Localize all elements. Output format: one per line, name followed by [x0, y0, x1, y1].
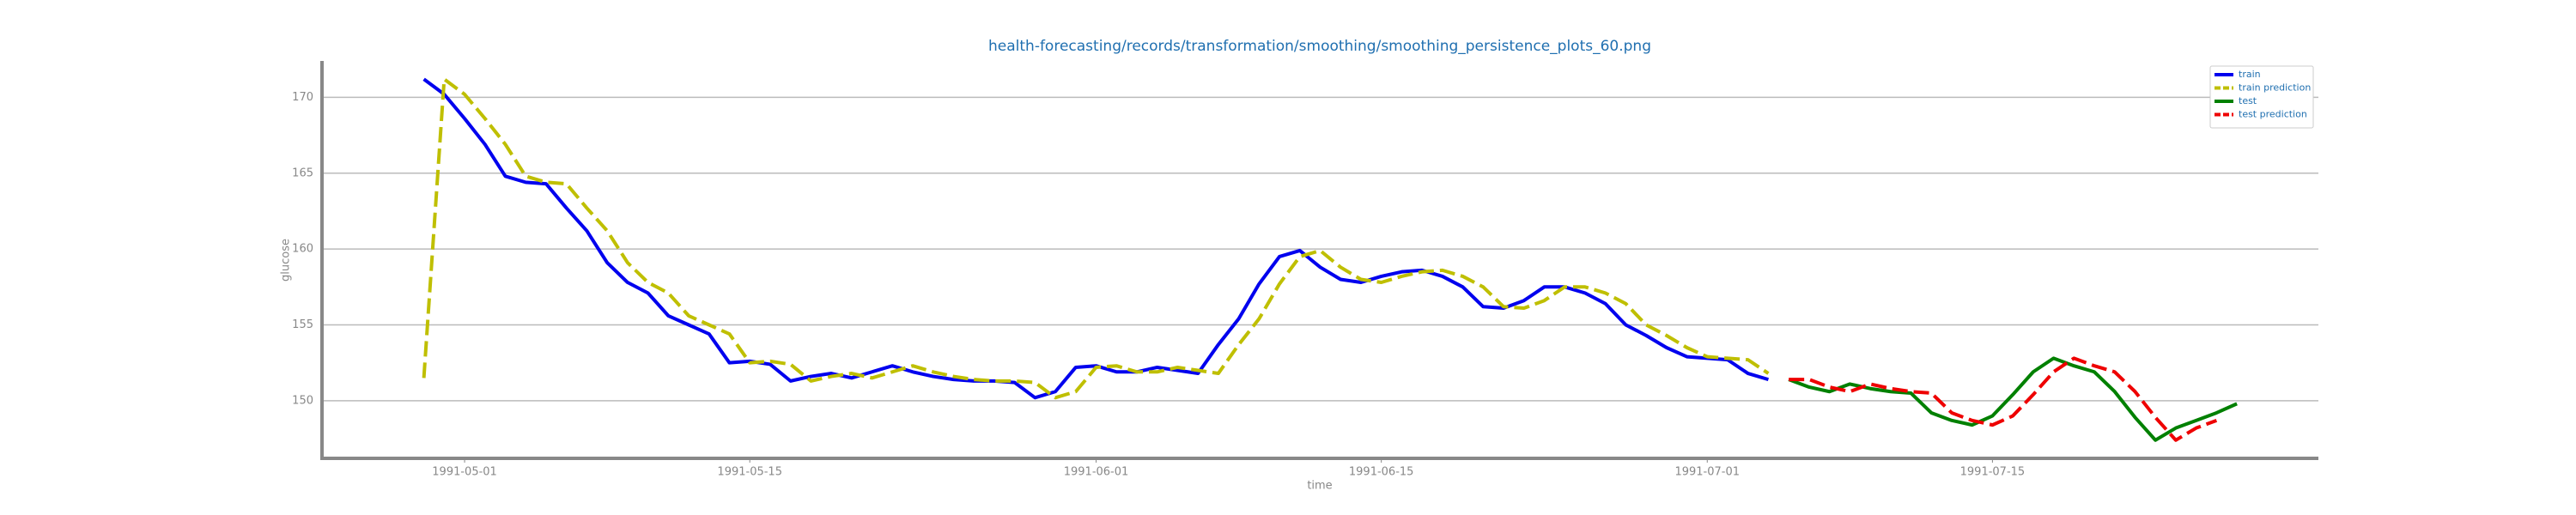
y-tick-label: 155	[292, 318, 313, 331]
series-line	[1789, 356, 2218, 442]
legend-label: train prediction	[2239, 82, 2311, 94]
y-axis-label: glucose	[280, 239, 293, 282]
legend-label: test prediction	[2239, 109, 2307, 120]
y-tick-label: 160	[292, 243, 313, 256]
x-tick-label: 1991-07-15	[1960, 466, 2026, 479]
series-line	[1788, 356, 2238, 442]
x-tick-label: 1991-07-01	[1674, 466, 1740, 479]
y-tick-label: 165	[292, 167, 313, 179]
legend-box	[2209, 65, 2314, 129]
legend-label: test	[2239, 95, 2257, 106]
x-axis-label: time	[1307, 480, 1332, 493]
x-tick-label: 1991-05-15	[717, 466, 782, 479]
series-line	[422, 77, 1770, 400]
x-tick-label: 1991-06-01	[1064, 466, 1129, 479]
y-tick-label: 150	[292, 394, 313, 407]
x-tick-label: 1991-06-15	[1349, 466, 1414, 479]
series-line	[422, 77, 1770, 400]
x-tick-label: 1991-05-01	[432, 466, 497, 479]
y-tick-label: 170	[292, 91, 313, 104]
legend-label: train	[2239, 69, 2261, 80]
chart-title: health-forecasting/records/transformatio…	[988, 38, 1651, 55]
